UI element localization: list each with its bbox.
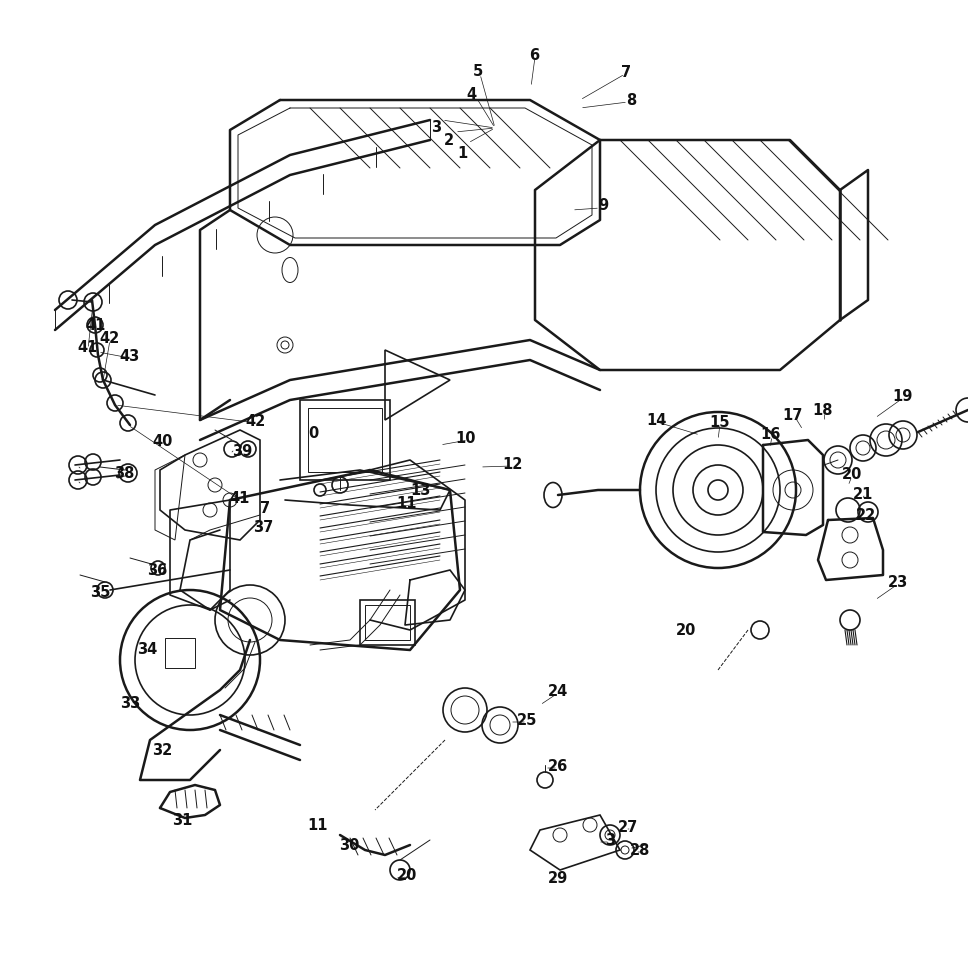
Text: 31: 31	[171, 813, 193, 827]
Text: 41: 41	[77, 340, 98, 354]
Text: 16: 16	[761, 426, 781, 442]
Bar	[308, 408, 382, 472]
Text: 37: 37	[253, 519, 273, 534]
Text: 42: 42	[100, 330, 120, 346]
Text: 38: 38	[114, 465, 135, 481]
Text: 11: 11	[397, 495, 417, 511]
Text: 8: 8	[626, 92, 636, 108]
Text: 20: 20	[676, 622, 696, 638]
Text: 25: 25	[517, 713, 537, 727]
Text: 41: 41	[229, 490, 250, 506]
Text: 33: 33	[120, 695, 140, 711]
Text: 36: 36	[147, 562, 167, 578]
Text: 40: 40	[153, 433, 173, 449]
Text: 1: 1	[457, 146, 468, 160]
Bar	[360, 600, 415, 645]
Text: 7: 7	[620, 64, 631, 80]
Text: 6: 6	[529, 48, 539, 62]
Text: 17: 17	[783, 408, 803, 422]
Text: 43: 43	[120, 349, 140, 363]
Text: 9: 9	[598, 197, 608, 213]
Text: 3: 3	[605, 832, 615, 848]
Text: 2: 2	[444, 132, 454, 148]
Text: 3: 3	[431, 119, 441, 135]
Text: 7: 7	[260, 500, 270, 516]
Text: 4: 4	[466, 86, 476, 102]
Text: 10: 10	[456, 430, 476, 446]
Text: 35: 35	[90, 585, 110, 599]
Text: 21: 21	[853, 486, 873, 501]
Text: 5: 5	[473, 63, 483, 79]
Text: 19: 19	[892, 388, 912, 404]
Text: 0: 0	[308, 425, 318, 441]
Bar	[300, 400, 390, 480]
Text: 28: 28	[630, 843, 650, 857]
Text: 23: 23	[888, 575, 908, 589]
Text: 22: 22	[856, 508, 876, 522]
Text: 13: 13	[409, 483, 430, 497]
Text: 42: 42	[246, 414, 266, 428]
Text: 30: 30	[339, 838, 359, 853]
Text: 27: 27	[618, 820, 638, 834]
Text: 41: 41	[86, 318, 106, 332]
Text: 14: 14	[646, 413, 666, 427]
Text: 24: 24	[548, 684, 568, 698]
Text: 34: 34	[136, 642, 157, 656]
Text: 20: 20	[397, 867, 417, 883]
Bar	[365, 605, 410, 640]
Text: 18: 18	[813, 403, 833, 418]
Text: 12: 12	[501, 456, 522, 472]
Bar	[165, 638, 195, 668]
Text: 26: 26	[548, 758, 568, 774]
Text: 32: 32	[152, 743, 172, 757]
Text: 29: 29	[548, 870, 568, 886]
Text: 15: 15	[710, 415, 730, 429]
Text: 11: 11	[308, 818, 328, 832]
Text: 20: 20	[842, 466, 862, 482]
Text: 39: 39	[232, 444, 252, 458]
